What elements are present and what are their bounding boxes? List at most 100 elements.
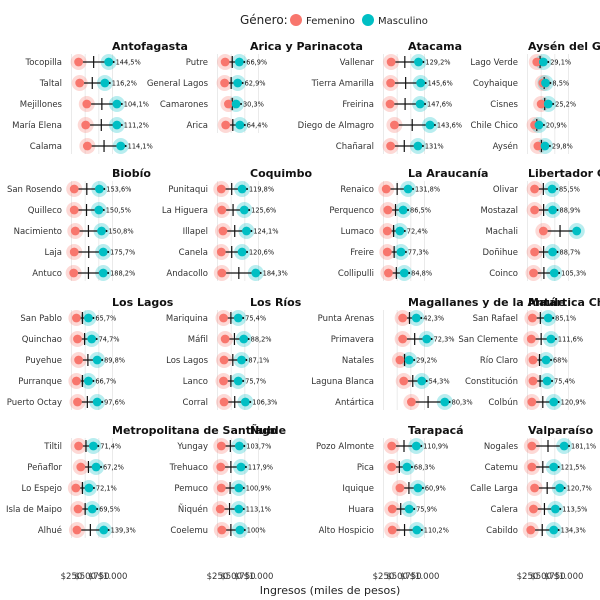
- male-point: [402, 462, 412, 472]
- female-point: [382, 247, 392, 257]
- male-point: [416, 78, 426, 88]
- female-point: [216, 462, 226, 472]
- male-point: [94, 205, 104, 215]
- male-point: [92, 397, 102, 407]
- category-label: Isla de Maipo: [6, 505, 62, 515]
- female-point: [76, 462, 86, 472]
- gap-percent-label: •72,1%: [92, 485, 117, 493]
- male-point: [396, 247, 406, 257]
- male-point: [549, 397, 559, 407]
- category-label: Antuco: [32, 269, 62, 279]
- panel: Arica y Parinacota Putre •66,9% General Lag…: [147, 40, 363, 133]
- gap-percent-label: •88,2%: [247, 336, 272, 344]
- category-label: Máfil: [188, 335, 208, 345]
- female-point: [82, 141, 92, 151]
- male-point: [395, 226, 405, 236]
- male-point: [549, 268, 559, 278]
- female-point: [72, 525, 82, 535]
- gap-percent-label: •8,5%: [549, 80, 570, 88]
- female-point: [385, 99, 395, 109]
- male-point: [97, 226, 106, 236]
- female-point: [398, 313, 408, 323]
- male-point: [414, 57, 423, 67]
- gap-percent-label: •175,7%: [106, 249, 135, 257]
- category-label: General Lagos: [147, 79, 209, 89]
- category-label: Collipulli: [338, 269, 374, 279]
- male-point: [233, 313, 243, 323]
- male-point: [251, 268, 261, 278]
- panel-title: La Araucanía: [408, 167, 488, 180]
- female-point: [529, 504, 538, 514]
- male-point: [98, 268, 108, 278]
- x-tick-label: $250: [207, 572, 229, 582]
- panel: Maule San Rafael •85,1% San Clemente •111,6%…: [458, 296, 586, 410]
- gap-percent-label: •80,3%: [448, 399, 473, 407]
- female-point: [216, 247, 226, 257]
- female-point: [220, 78, 229, 88]
- male-point: [547, 184, 557, 194]
- category-label: Punta Arenas: [318, 314, 375, 324]
- female-point: [219, 313, 228, 323]
- gap-percent-label: •120,7%: [563, 485, 592, 493]
- female-point: [69, 184, 79, 194]
- female-point: [74, 57, 83, 67]
- panel: La Araucanía Renaico •131,8% Perquenco •86,5…: [329, 167, 488, 281]
- gap-percent-label: •103,7%: [242, 443, 271, 451]
- category-label: Calle Larga: [470, 484, 518, 494]
- category-label: San Rafael: [473, 314, 518, 324]
- male-point: [237, 247, 247, 257]
- x-tick-label: $250: [373, 572, 395, 582]
- gap-percent-label: •188,2%: [106, 270, 135, 278]
- x-tick-label: $1.000: [554, 572, 584, 582]
- female-point: [530, 247, 539, 257]
- category-label: Chile Chico: [470, 121, 518, 131]
- gap-percent-label: •100,9%: [242, 485, 271, 493]
- x-tick-label: $750: [544, 572, 566, 582]
- gap-percent-label: •113,5%: [558, 506, 587, 514]
- category-label: Catemu: [485, 463, 518, 473]
- female-point: [219, 397, 229, 407]
- category-label: Calama: [30, 142, 62, 152]
- female-point: [530, 483, 539, 493]
- category-label: Putre: [186, 58, 208, 68]
- category-label: Natales: [342, 356, 375, 366]
- female-point: [386, 78, 395, 88]
- male-point: [404, 504, 414, 514]
- male-point: [411, 441, 421, 451]
- gap-percent-label: •84,8%: [407, 270, 432, 278]
- category-label: Corral: [182, 398, 208, 408]
- category-label: Diego de Almagro: [298, 121, 374, 131]
- gap-percent-label: •106,3%: [248, 399, 277, 407]
- male-point: [104, 57, 114, 67]
- female-point: [390, 120, 399, 130]
- legend-male-swatch: [362, 14, 374, 26]
- category-label: San Rosendo: [7, 185, 62, 195]
- male-point: [411, 313, 421, 323]
- female-point: [75, 78, 85, 88]
- category-label: Camarones: [160, 100, 209, 110]
- gap-percent-label: •65,7%: [91, 315, 116, 323]
- male-point: [404, 355, 414, 365]
- category-label: Yungay: [176, 442, 208, 452]
- category-label: Antártica: [335, 398, 374, 408]
- female-point: [216, 483, 226, 493]
- female-point: [382, 226, 392, 236]
- male-point: [548, 247, 558, 257]
- female-point: [527, 397, 537, 407]
- gap-percent-label: •111,6%: [554, 336, 583, 344]
- category-label: Lumaco: [341, 227, 374, 237]
- panel: Ñuble Yungay •103,7% Trehuaco •117,9% Pemuco •…: [169, 424, 286, 538]
- gap-percent-label: •124,1%: [249, 228, 278, 236]
- gap-percent-label: •62,9%: [241, 80, 266, 88]
- gap-percent-label: •147,6%: [423, 101, 452, 109]
- x-tick-label: $750: [234, 572, 256, 582]
- male-point: [99, 525, 109, 535]
- male-point: [235, 525, 245, 535]
- category-label: San Clemente: [458, 335, 518, 345]
- female-point: [71, 483, 81, 493]
- male-point: [440, 397, 450, 407]
- male-point: [239, 205, 249, 215]
- male-point: [84, 483, 94, 493]
- gap-percent-label: •29,1%: [546, 59, 571, 67]
- category-label: Punitaqui: [168, 185, 208, 195]
